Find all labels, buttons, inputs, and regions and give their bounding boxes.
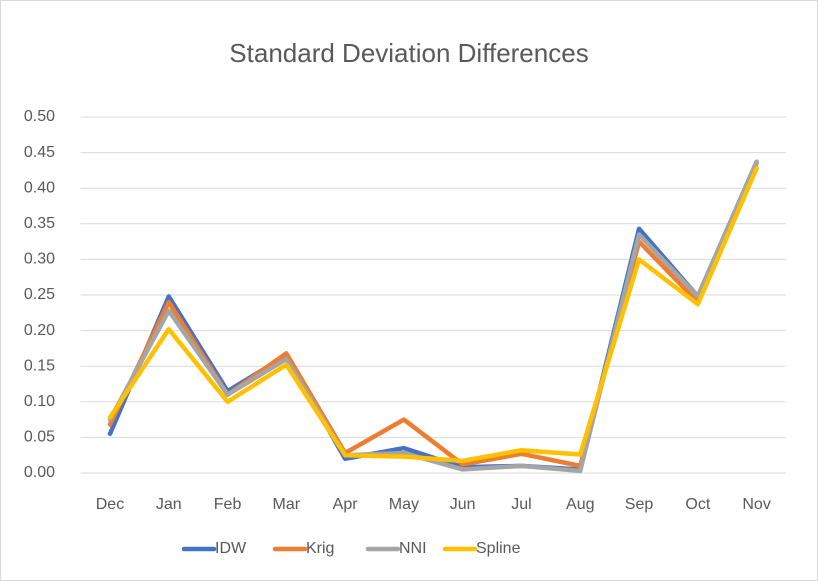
series-line <box>107 166 759 464</box>
y-tick-label: 0.40 <box>24 179 55 196</box>
y-tick-label: 0.30 <box>24 251 55 268</box>
y-tick-label: 0.05 <box>24 429 55 446</box>
x-tick-label: Feb <box>214 496 242 513</box>
y-tick-label: 0.10 <box>24 393 55 410</box>
y-tick-label: 0.15 <box>24 357 55 374</box>
legend-label: Krig <box>306 540 334 557</box>
x-tick-label: Dec <box>96 496 124 513</box>
x-tick-label: Sep <box>625 496 654 513</box>
legend-label: Spline <box>476 540 521 557</box>
y-tick-label: 0.00 <box>24 464 55 481</box>
legend-label: IDW <box>215 540 247 557</box>
x-tick-label: Apr <box>333 496 359 513</box>
series-line <box>107 159 759 474</box>
chart-title: Standard Deviation Differences <box>229 38 588 68</box>
x-tick-label: Oct <box>685 496 710 513</box>
x-tick-label: Mar <box>273 496 301 513</box>
y-tick-label: 0.25 <box>24 286 55 303</box>
y-tick-label: 0.45 <box>24 144 55 161</box>
y-tick-label: 0.50 <box>24 108 55 125</box>
legend-label: NNI <box>399 540 427 557</box>
x-tick-label: Jul <box>511 496 531 513</box>
x-tick-label: May <box>389 496 419 513</box>
x-tick-label: Jun <box>450 496 476 513</box>
x-tick-label: Nov <box>742 496 770 513</box>
x-tick-label: Aug <box>566 496 594 513</box>
x-tick-label: Jan <box>156 496 182 513</box>
y-tick-label: 0.35 <box>24 215 55 232</box>
y-tick-label: 0.20 <box>24 322 55 339</box>
